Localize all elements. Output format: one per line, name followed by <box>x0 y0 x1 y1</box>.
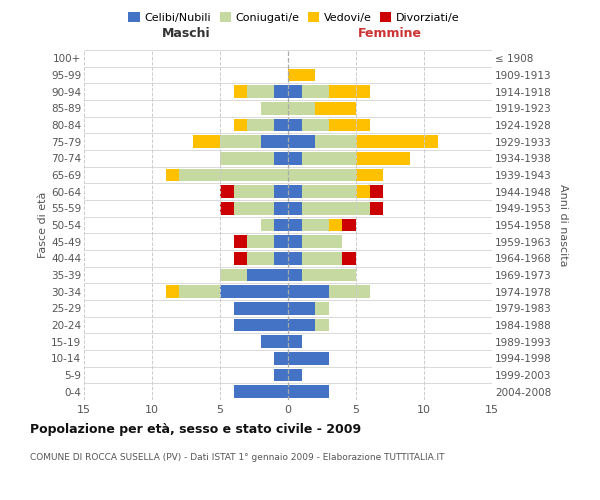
Bar <box>302 119 329 132</box>
Bar <box>329 119 370 132</box>
Bar <box>356 186 370 198</box>
Bar <box>220 136 261 148</box>
Bar <box>247 252 274 264</box>
Bar <box>233 236 247 248</box>
Bar <box>261 136 288 148</box>
Bar <box>233 119 247 132</box>
Bar <box>220 186 233 198</box>
Bar <box>315 136 356 148</box>
Bar <box>288 202 302 214</box>
Bar <box>166 286 179 298</box>
Bar <box>288 169 356 181</box>
Bar <box>274 186 288 198</box>
Bar <box>233 202 274 214</box>
Bar <box>247 269 288 281</box>
Bar <box>261 336 288 348</box>
Text: Maschi: Maschi <box>161 27 211 40</box>
Bar <box>343 219 356 231</box>
Bar <box>302 269 356 281</box>
Bar <box>288 102 315 115</box>
Bar <box>274 152 288 164</box>
Bar <box>302 86 329 98</box>
Bar <box>356 169 383 181</box>
Bar <box>233 86 247 98</box>
Bar <box>288 319 315 331</box>
Bar <box>288 152 302 164</box>
Bar <box>288 386 329 398</box>
Bar <box>233 386 288 398</box>
Text: COMUNE DI ROCCA SUSELLA (PV) - Dati ISTAT 1° gennaio 2009 - Elaborazione TUTTITA: COMUNE DI ROCCA SUSELLA (PV) - Dati ISTA… <box>30 452 445 462</box>
Text: Femmine: Femmine <box>358 27 422 40</box>
Bar <box>288 119 302 132</box>
Bar <box>329 219 343 231</box>
Bar <box>193 136 220 148</box>
Bar <box>247 119 274 132</box>
Bar <box>329 86 370 98</box>
Bar <box>356 136 437 148</box>
Bar <box>315 302 329 314</box>
Bar <box>370 202 383 214</box>
Bar <box>288 186 302 198</box>
Bar <box>274 352 288 364</box>
Bar <box>220 202 233 214</box>
Bar <box>220 152 274 164</box>
Bar <box>302 219 329 231</box>
Bar <box>302 152 356 164</box>
Bar <box>261 219 274 231</box>
Bar <box>329 286 370 298</box>
Bar <box>288 352 329 364</box>
Bar <box>233 302 288 314</box>
Bar <box>302 186 356 198</box>
Bar <box>288 236 302 248</box>
Bar <box>274 86 288 98</box>
Bar <box>274 369 288 381</box>
Bar <box>274 252 288 264</box>
Bar <box>247 236 274 248</box>
Bar <box>302 202 370 214</box>
Bar <box>288 369 302 381</box>
Bar <box>315 319 329 331</box>
Bar <box>288 136 315 148</box>
Bar <box>247 86 274 98</box>
Bar <box>274 202 288 214</box>
Bar <box>288 336 302 348</box>
Bar <box>356 152 410 164</box>
Bar <box>179 169 288 181</box>
Bar <box>288 269 302 281</box>
Bar <box>315 102 356 115</box>
Bar <box>233 186 274 198</box>
Bar <box>220 286 288 298</box>
Bar <box>302 252 343 264</box>
Bar <box>233 252 247 264</box>
Bar <box>343 252 356 264</box>
Bar <box>166 169 179 181</box>
Bar <box>261 102 288 115</box>
Legend: Celibi/Nubili, Coniugati/e, Vedovi/e, Divorziati/e: Celibi/Nubili, Coniugati/e, Vedovi/e, Di… <box>124 8 464 28</box>
Bar <box>274 219 288 231</box>
Bar <box>288 86 302 98</box>
Bar <box>370 186 383 198</box>
Y-axis label: Fasce di età: Fasce di età <box>38 192 48 258</box>
Bar <box>220 269 247 281</box>
Text: Popolazione per età, sesso e stato civile - 2009: Popolazione per età, sesso e stato civil… <box>30 422 361 436</box>
Bar <box>274 236 288 248</box>
Bar <box>302 236 343 248</box>
Bar <box>179 286 220 298</box>
Bar <box>274 119 288 132</box>
Bar <box>288 219 302 231</box>
Bar <box>288 302 315 314</box>
Bar <box>288 69 315 82</box>
Bar <box>288 252 302 264</box>
Bar <box>288 286 329 298</box>
Y-axis label: Anni di nascita: Anni di nascita <box>558 184 568 266</box>
Bar <box>233 319 288 331</box>
